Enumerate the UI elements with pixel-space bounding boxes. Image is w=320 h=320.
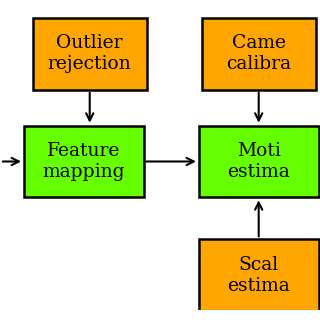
Text: Outlier
rejection: Outlier rejection xyxy=(48,35,132,73)
Text: Moti
estima: Moti estima xyxy=(227,142,290,181)
FancyBboxPatch shape xyxy=(202,18,316,90)
Text: Scal
estima: Scal estima xyxy=(227,256,290,294)
FancyBboxPatch shape xyxy=(24,126,144,197)
FancyBboxPatch shape xyxy=(33,18,147,90)
FancyBboxPatch shape xyxy=(199,126,318,197)
Text: Came
calibra: Came calibra xyxy=(226,35,291,73)
Text: Feature
mapping: Feature mapping xyxy=(43,142,125,181)
FancyBboxPatch shape xyxy=(199,239,318,311)
